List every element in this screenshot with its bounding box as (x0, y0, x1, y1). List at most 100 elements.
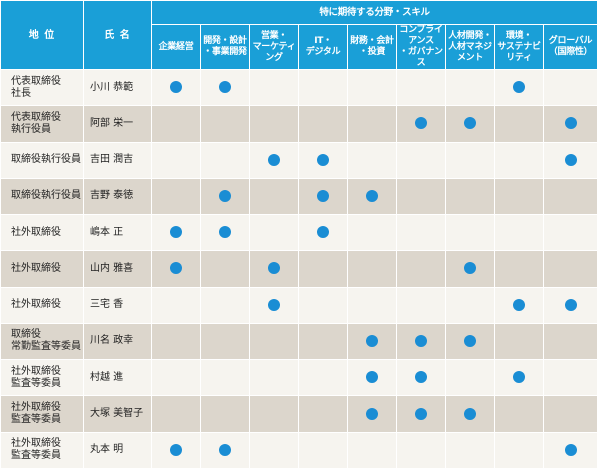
skill-cell (298, 250, 348, 288)
skill-cell (494, 68, 544, 107)
skill-cell (494, 214, 544, 252)
skill-cell (151, 431, 201, 469)
skill-cell (249, 322, 299, 361)
skill-cell (151, 68, 201, 107)
position-line: 社長 (11, 87, 31, 99)
position-line: 社外取締役 (11, 438, 61, 450)
position-cell: 社外取締役 監査等委員 (0, 359, 84, 397)
position-cell: 代表取締役 執行役員 (0, 105, 84, 143)
skill-header-line: 環境・ (505, 30, 533, 41)
skill-cell (298, 286, 348, 324)
skill-dot-icon (268, 298, 280, 311)
skill-cell (249, 141, 299, 179)
skill-cell (151, 177, 201, 216)
skill-cell (396, 105, 446, 143)
position-line: 社外取締役 (11, 299, 61, 311)
skill-cell (445, 322, 495, 361)
skill-cell (151, 105, 201, 143)
skill-cell (151, 250, 201, 288)
skill-header-line: 開発・設計 (203, 36, 247, 46)
skill-cell (445, 105, 495, 143)
position-line: 代表取締役 (11, 111, 61, 123)
skill-cell (396, 177, 446, 216)
skill-cell (347, 286, 397, 324)
skill-header-0: 企業経営 (151, 24, 201, 70)
skill-header-2: 営業・ マーケティング (249, 24, 299, 70)
skill-header-line: コンプライアンス (399, 25, 443, 46)
skill-cell (445, 68, 495, 107)
position-line: 監査等委員 (11, 414, 61, 426)
skill-header-7: 環境・ サステナビリティ (494, 24, 544, 70)
skill-cell (298, 177, 348, 216)
director-rows: 代表取締役 社長 小川 恭範 代表取締役 執行役員 阿部 栄一 取締役執行役員 吉田 潤吉 取締… (0, 68, 597, 469)
skill-cell (151, 395, 201, 433)
skill-cell (298, 359, 348, 397)
skill-header-line: マーケティング (252, 41, 296, 63)
skill-header-4: 財務・会計 ・投資 (347, 24, 397, 70)
name-cell: 村越 進 (83, 359, 152, 397)
skill-cell (249, 105, 299, 143)
skill-dot-icon (513, 371, 525, 384)
position-header: 地 位 (0, 0, 84, 70)
skill-cell (396, 141, 446, 179)
skill-cell (347, 214, 397, 252)
skill-header-line: 営業・ (260, 30, 288, 41)
skill-dot-icon (219, 81, 231, 94)
skill-header-line: 人材開発・ (448, 30, 492, 41)
skill-cell (542, 141, 597, 179)
skill-cell (151, 214, 201, 252)
skill-cell (298, 141, 348, 179)
skill-cell (347, 250, 397, 288)
skill-header-8: グローバル （国際性） (542, 24, 597, 70)
skill-header-line: 財務・会計 (350, 36, 394, 46)
skill-header-line: （国際性） (548, 47, 593, 57)
skill-dot-icon (170, 226, 182, 239)
skill-cell (494, 431, 544, 469)
skill-dot-icon (268, 153, 280, 166)
skill-cell (347, 431, 397, 469)
skill-cell (542, 359, 597, 397)
skill-cell (347, 141, 397, 179)
table-row: 社外取締役 監査等委員 丸本 明 (0, 431, 597, 469)
skill-cell (347, 68, 397, 107)
skill-cell (396, 286, 446, 324)
table-row: 社外取締役 監査等委員 村越 進 (0, 359, 597, 397)
skill-cell (396, 68, 446, 107)
skill-cell (200, 214, 250, 252)
skill-cell (445, 250, 495, 288)
skill-dot-icon (415, 117, 427, 130)
skill-dot-icon (564, 298, 577, 311)
table-row: 代表取締役 執行役員 阿部 栄一 (0, 105, 597, 143)
skills-group-header: 特に期待する分野・スキル (150, 0, 597, 25)
skill-cell (249, 359, 299, 397)
skill-cell (347, 359, 397, 397)
skill-cell (542, 286, 597, 324)
skill-cell (200, 105, 250, 143)
skill-header-3: IT・ デジタル (298, 24, 348, 70)
skill-cell (542, 68, 597, 107)
position-line: 常勤監査等委員 (11, 341, 81, 353)
skill-cell (249, 395, 299, 433)
skill-cell (542, 322, 597, 361)
skill-cell (151, 286, 201, 324)
skill-cell (200, 177, 250, 216)
name-cell: 吉野 泰徳 (83, 177, 152, 216)
position-line: 監査等委員 (11, 450, 61, 462)
name-cell: 大塚 美智子 (83, 395, 152, 433)
skill-dot-icon (415, 407, 427, 420)
skill-cell (445, 177, 495, 216)
skill-cell (347, 395, 397, 433)
skill-dot-icon (317, 153, 329, 166)
position-cell: 社外取締役 監査等委員 (0, 431, 84, 469)
name-cell: 嶋本 正 (83, 214, 152, 252)
skill-dot-icon (170, 81, 182, 94)
table-header: 地 位 氏 名 特に期待する分野・スキル 企業経営 開発・設計 ・事業開発 営業・ マー… (0, 0, 597, 70)
skill-cell (542, 431, 597, 469)
skill-cell (249, 286, 299, 324)
position-line: 取締役 (11, 329, 41, 341)
skill-cell (151, 322, 201, 361)
skill-header-6: 人材開発・ 人材マネジメント (445, 24, 495, 70)
skill-cell (494, 286, 544, 324)
skill-cell (200, 141, 250, 179)
